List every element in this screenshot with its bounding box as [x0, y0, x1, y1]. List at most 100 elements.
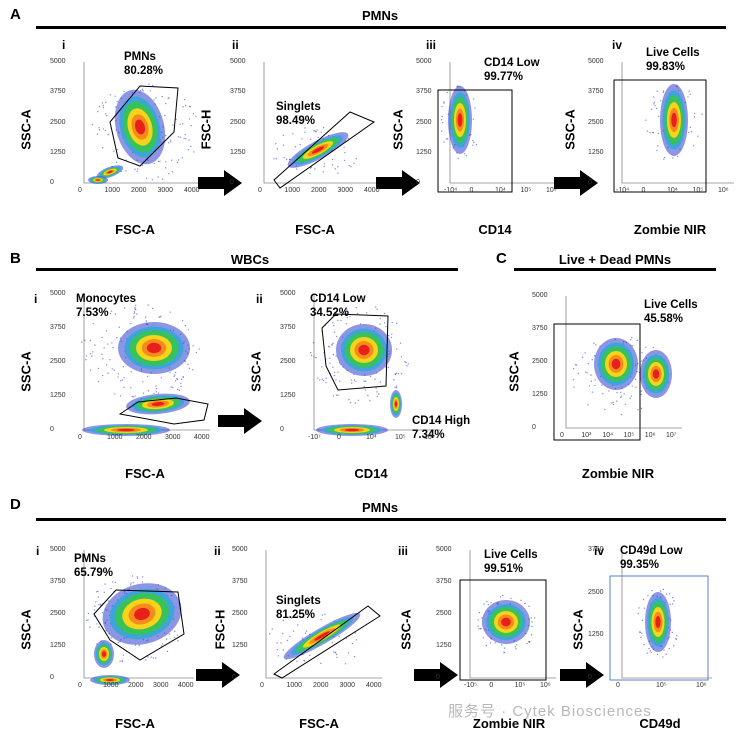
event-dot	[141, 88, 144, 90]
event-dot	[383, 312, 386, 315]
y-tick-label: 0	[50, 179, 54, 186]
event-dot	[188, 118, 191, 120]
event-dot	[335, 652, 337, 654]
y-tick-label: 1250	[588, 631, 604, 639]
event-dot	[355, 306, 357, 309]
event-dot	[447, 137, 449, 140]
gate-rectangle	[609, 575, 709, 681]
event-dot	[119, 660, 121, 663]
section-bar-d	[36, 518, 726, 521]
roman-a-iv: iv	[612, 38, 623, 52]
event-dot	[643, 607, 646, 609]
event-dot	[129, 584, 132, 586]
event-dot	[443, 102, 445, 104]
event-dot	[335, 379, 337, 381]
event-dot	[101, 147, 104, 149]
event-dot	[151, 307, 154, 310]
roman-d-iii: iii	[398, 544, 409, 558]
event-dot	[134, 304, 137, 306]
event-dot	[111, 581, 114, 583]
x-label-d-iii: Zombie NIR	[472, 716, 546, 731]
event-dot	[604, 408, 606, 411]
event-dot	[103, 591, 106, 594]
x-tick-label: 10⁵	[514, 682, 526, 689]
event-dot	[161, 643, 164, 645]
x-tick-label: 0	[560, 432, 564, 439]
event-dot	[102, 128, 105, 130]
event-dot	[356, 312, 359, 315]
event-dot	[110, 587, 112, 590]
event-dot	[299, 143, 301, 146]
event-dot	[336, 656, 338, 659]
event-dot	[590, 374, 592, 376]
event-dot	[97, 110, 99, 113]
event-dot	[176, 634, 179, 636]
event-dot	[662, 90, 665, 92]
event-dot	[379, 381, 381, 383]
gate-percent: 81.25%	[276, 609, 316, 621]
x-label-d-ii: FSC-A	[299, 716, 339, 731]
event-dot	[107, 343, 109, 345]
y-tick-label: 3750	[50, 324, 66, 331]
event-dot	[445, 138, 448, 140]
event-dot	[160, 377, 163, 379]
event-dot	[319, 379, 321, 381]
event-dot	[640, 632, 643, 634]
event-dot	[349, 315, 351, 318]
event-dot	[111, 342, 113, 344]
event-dot	[175, 118, 177, 121]
event-dot	[407, 363, 409, 365]
y-tick-label: 2500	[50, 610, 66, 617]
event-dot	[136, 168, 139, 170]
event-dot	[501, 644, 503, 646]
event-dot	[663, 156, 666, 159]
event-dot	[309, 654, 311, 657]
event-dot	[364, 380, 367, 382]
gate-name: CD49d Low	[620, 545, 683, 557]
event-dot	[102, 104, 105, 107]
y-tick-label: 3750	[588, 88, 604, 96]
event-dot	[175, 378, 178, 380]
event-dot	[122, 654, 124, 656]
gate-percent: 99.83%	[646, 61, 686, 73]
event-dot	[131, 395, 133, 398]
event-dot	[180, 378, 183, 381]
y-tick-label: 2500	[436, 610, 452, 617]
event-dot	[292, 630, 295, 632]
x-tick-label: 4000	[178, 682, 194, 689]
event-dot	[144, 316, 147, 318]
event-dot	[594, 379, 596, 381]
event-dot	[395, 385, 398, 387]
event-dot	[97, 367, 100, 370]
y-tick-label: 2500	[416, 118, 432, 126]
event-dot	[132, 396, 135, 398]
event-dot	[477, 625, 479, 627]
event-dot	[114, 95, 116, 97]
event-dot	[343, 159, 346, 162]
y-tick-label: 2500	[232, 610, 248, 617]
event-dot	[640, 390, 643, 392]
gate-polygon	[273, 111, 376, 189]
event-dot	[530, 634, 533, 636]
event-dot	[304, 127, 306, 129]
event-dot	[639, 631, 641, 633]
event-dot	[134, 644, 137, 646]
event-dot	[572, 367, 575, 370]
plot-b-ii	[300, 294, 440, 444]
event-dot	[390, 336, 393, 339]
event-dot	[503, 647, 506, 649]
event-dot	[340, 320, 342, 322]
event-dot	[120, 379, 122, 382]
event-dot	[650, 651, 653, 654]
event-dot	[155, 657, 157, 659]
x-tick-label: -10⁵	[464, 682, 478, 689]
y-tick-label: 3750	[230, 88, 246, 96]
event-dot	[320, 662, 322, 665]
event-dot	[376, 391, 378, 393]
event-dot	[114, 581, 116, 584]
y-tick-label: 5000	[50, 546, 66, 553]
event-dot	[177, 388, 179, 391]
y-tick-label: 5000	[588, 58, 604, 65]
event-dot	[647, 595, 649, 597]
event-dot	[653, 103, 655, 105]
